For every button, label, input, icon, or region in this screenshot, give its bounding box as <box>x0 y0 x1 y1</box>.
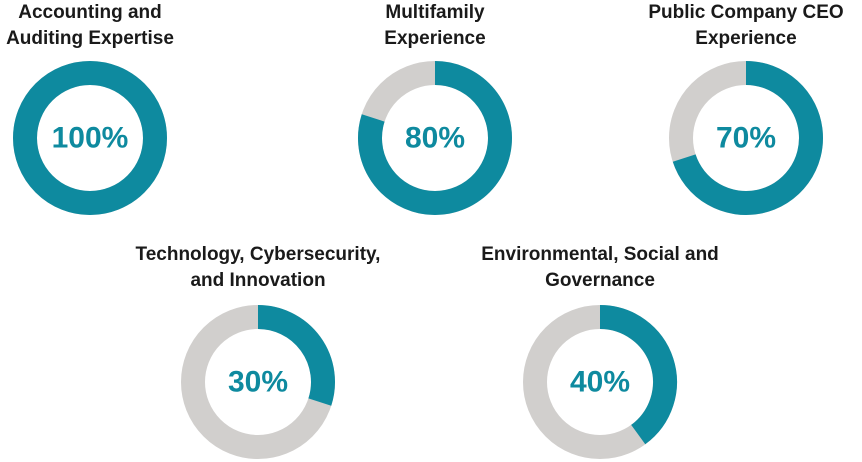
chart-title-line: and Innovation <box>190 270 326 291</box>
donut-filled-segment <box>599 305 677 445</box>
chart-title: Public Company CEO Experience <box>640 0 852 52</box>
donut-value-label: 100% <box>52 122 129 155</box>
chart-title-line: Auditing Expertise <box>6 28 174 49</box>
donut-value-label: 70% <box>716 122 776 155</box>
donut-value-label: 40% <box>570 366 630 399</box>
chart-accounting-auditing: Accounting and Auditing Expertise 100% <box>0 0 180 230</box>
chart-title-line: Accounting and <box>18 2 162 23</box>
chart-title-line: Multifamily <box>385 2 485 23</box>
chart-title: Multifamily Experience <box>335 0 535 52</box>
chart-title-line: Environmental, Social and <box>481 244 719 265</box>
chart-title-line: Experience <box>695 28 797 49</box>
donut-filled-segment <box>358 61 512 215</box>
chart-title-line: Technology, Cybersecurity, <box>135 244 381 265</box>
donut-chart: 80% <box>358 61 512 215</box>
chart-technology-cybersecurity: Technology, Cybersecurity, and Innovatio… <box>118 242 398 459</box>
chart-multifamily: Multifamily Experience 80% <box>335 0 535 230</box>
donut-chart: 30% <box>181 305 335 459</box>
donut-filled-segment <box>257 305 335 406</box>
chart-title: Environmental, Social and Governance <box>460 242 740 294</box>
chart-title: Accounting and Auditing Expertise <box>0 0 180 52</box>
chart-title-line: Experience <box>384 28 486 49</box>
donut-filled-segment <box>672 61 823 215</box>
donut-chart: 70% <box>669 61 823 215</box>
donut-chart: 100% <box>13 61 167 215</box>
chart-title-line: Governance <box>545 270 655 291</box>
donut-chart: 40% <box>523 305 677 459</box>
chart-title-line: Public Company CEO <box>648 2 844 23</box>
chart-environmental-social-governance: Environmental, Social and Governance 40% <box>460 242 740 459</box>
chart-title: Technology, Cybersecurity, and Innovatio… <box>118 242 398 294</box>
donut-value-label: 30% <box>228 366 288 399</box>
donut-filled-segment <box>13 61 167 215</box>
chart-public-company-ceo: Public Company CEO Experience 70% <box>640 0 852 230</box>
donut-value-label: 80% <box>405 122 465 155</box>
